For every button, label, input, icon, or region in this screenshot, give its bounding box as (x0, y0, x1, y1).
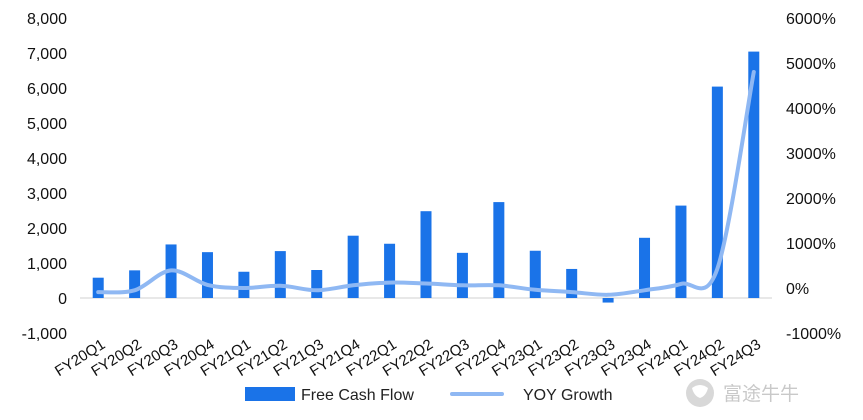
left-tick-label: 5,000 (27, 116, 67, 133)
left-axis-ticks: -1,000 0 1,000 2,000 3,000 4,000 5,000 6,000 7,0… (22, 11, 67, 343)
bar-fy22q1 (384, 243, 396, 298)
left-tick-label: 6,000 (27, 81, 67, 98)
bar-fy21q2 (274, 251, 286, 298)
right-tick-label: 5000% (786, 56, 836, 73)
bar-fy21q3 (311, 270, 323, 298)
legend-label-free-cash-flow: Free Cash Flow (301, 387, 414, 404)
futu-bull-logo-icon (686, 379, 714, 407)
left-tick-label: 4,000 (27, 151, 67, 168)
bar-fy21q1 (238, 271, 250, 298)
yoy-growth-line (96, 70, 756, 297)
bar-fy20q1 (92, 277, 104, 298)
bar-fy22q3 (456, 252, 468, 298)
legend: Free Cash Flow YOY Growth (245, 387, 613, 404)
left-tick-label: 0 (58, 291, 67, 308)
watermark-text: 富途牛牛 (723, 383, 799, 405)
right-tick-label: 2000% (786, 191, 836, 208)
bar-fy23q1 (529, 250, 541, 298)
left-tick-label: 1,000 (27, 256, 67, 273)
left-tick-label: 2,000 (27, 221, 67, 238)
bar-fy24q1 (675, 205, 687, 298)
bar-fy23q3 (602, 298, 614, 303)
legend-swatch-free-cash-flow (245, 387, 295, 401)
left-tick-label: -1,000 (22, 326, 67, 343)
right-tick-label: 1000% (786, 236, 836, 253)
bar-fy22q4 (493, 202, 505, 298)
right-tick-label: 3000% (786, 146, 836, 163)
right-tick-label: 6000% (786, 11, 836, 28)
bar-series (92, 51, 760, 303)
category-labels: FY20Q1FY20Q2FY20Q3FY20Q4FY21Q1FY21Q2FY21… (52, 336, 764, 380)
right-tick-label: -1000% (786, 326, 841, 343)
right-tick-label: 0% (786, 281, 809, 298)
bar-fy20q2 (129, 270, 141, 298)
watermark: 富途牛牛 (686, 379, 799, 407)
bar-fy24q3 (748, 51, 760, 298)
bar-fy24q2 (711, 86, 723, 298)
bar-fy23q4 (639, 237, 651, 298)
right-axis-ticks: -1000% 0% 1000% 2000% 3000% 4000% 5000% 6000% (786, 11, 841, 343)
left-tick-label: 3,000 (27, 186, 67, 203)
right-tick-label: 4000% (786, 101, 836, 118)
bar-fy23q2 (566, 268, 578, 298)
bar-fy22q2 (420, 211, 432, 298)
bar-fy20q4 (201, 252, 213, 298)
legend-label-yoy-growth: YOY Growth (523, 387, 613, 404)
left-tick-label: 8,000 (27, 11, 67, 28)
left-tick-label: 7,000 (27, 46, 67, 63)
bar-fy21q4 (347, 235, 359, 298)
